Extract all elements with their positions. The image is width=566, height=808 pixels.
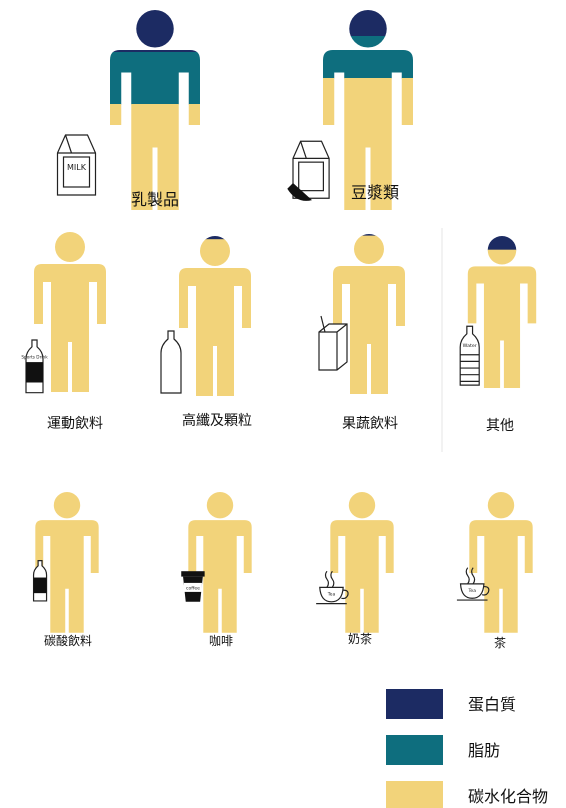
category-figure: MILK 乳製品 — [56, 10, 200, 211]
category-figure: coffee 咖啡 — [181, 492, 252, 648]
svg-text:MILK: MILK — [67, 163, 87, 172]
water-bottle-icon: Water — [459, 325, 480, 386]
category-figure: 果蔬飲料 — [318, 234, 405, 432]
category-label: 運動飲料 — [47, 416, 103, 432]
svg-text:Tea: Tea — [327, 592, 336, 598]
category-figure: Tea 奶茶 — [316, 492, 394, 646]
carbohydrate-segment — [188, 492, 252, 633]
carbohydrate-segment — [35, 492, 99, 633]
svg-text:Sports Drink: Sports Drink — [21, 355, 48, 361]
category-figure: 豆漿類 — [287, 10, 413, 211]
fat-segment — [110, 52, 200, 105]
legend-label: 脂肪 — [468, 741, 500, 760]
protein-segment — [323, 10, 413, 37]
protein-segment — [179, 236, 251, 240]
category-label: 果蔬飲料 — [342, 416, 398, 432]
category-label: 其他 — [486, 418, 514, 434]
category-label: 碳酸飲料 — [44, 633, 92, 648]
protein-segment — [467, 236, 537, 251]
category-label: 茶 — [494, 635, 506, 650]
milk-carton-icon: MILK — [56, 134, 97, 196]
svg-text:Water: Water — [463, 343, 477, 349]
carbohydrate-segment — [333, 235, 405, 394]
svg-text:coffee: coffee — [186, 586, 200, 592]
grain-drink-bottle-icon — [160, 330, 182, 394]
category-label: 高纖及顆粒 — [182, 412, 252, 429]
fat-segment — [323, 36, 413, 79]
sports-drink-bottle-icon: Sports Drink — [21, 339, 48, 394]
juice-box-icon — [318, 315, 348, 371]
legend-swatch-carbohydrate — [386, 781, 443, 808]
protein-segment — [110, 10, 200, 53]
legend-label: 碳水化合物 — [468, 787, 548, 806]
soymilk-carton-icon — [287, 140, 330, 201]
carbohydrate-segment — [179, 239, 251, 396]
category-label: 豆漿類 — [351, 183, 399, 202]
category-label: 咖啡 — [209, 633, 233, 648]
carbohydrate-segment — [330, 492, 394, 633]
legend-label: 蛋白質 — [468, 695, 516, 714]
tea-cup-icon: Tea — [456, 567, 490, 601]
category-label: 乳製品 — [131, 190, 179, 209]
tea-cup-icon: Tea — [316, 570, 349, 605]
carbohydrate-segment — [469, 492, 533, 633]
coffee-cup-icon: coffee — [181, 571, 205, 602]
protein-segment — [333, 234, 405, 237]
category-figure: Tea 茶 — [456, 492, 533, 650]
category-figure: Water 其他 — [459, 236, 537, 434]
category-figure: Sports Drink 運動飲料 — [21, 232, 106, 432]
category-label: 奶茶 — [348, 631, 372, 646]
category-figure: 高纖及顆粒 — [160, 236, 252, 429]
legend-swatch-protein — [386, 689, 443, 719]
svg-text:Tea: Tea — [467, 588, 476, 594]
legend-swatch-fat — [386, 735, 443, 765]
category-figure: 碳酸飲料 — [32, 492, 99, 648]
soda-bottle-icon — [32, 560, 48, 602]
